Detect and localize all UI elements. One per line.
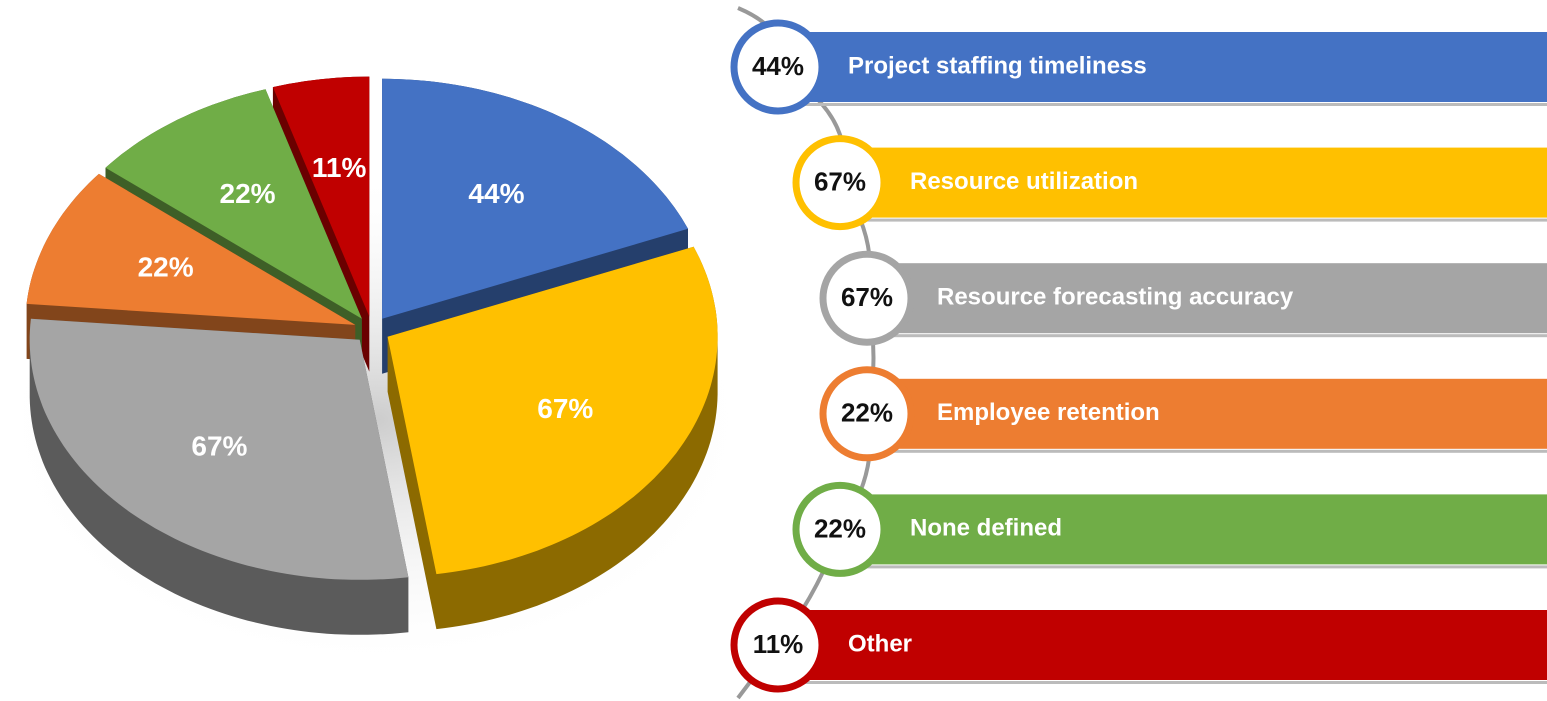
legend-value: 22% xyxy=(841,398,893,428)
pie: 44% 67% 67% 22% 22% 11% xyxy=(26,76,718,635)
legend-circle xyxy=(730,19,826,115)
legend-value: 11% xyxy=(753,629,804,659)
legend-bar xyxy=(867,378,1547,449)
legend-value: 67% xyxy=(814,166,866,196)
bar-shadow xyxy=(867,449,1547,453)
legend-bar xyxy=(778,610,1547,680)
legend-value: 22% xyxy=(814,513,866,543)
slice-label: 22% xyxy=(138,252,194,283)
slice-label: 22% xyxy=(220,178,276,209)
legend-label: Other xyxy=(848,630,912,657)
bar-shadow xyxy=(840,565,1547,569)
legend-label: Project staffing timeliness xyxy=(848,52,1147,79)
slice-label: 67% xyxy=(537,393,593,424)
legend-value: 67% xyxy=(841,282,893,312)
slice-label: 67% xyxy=(191,431,247,462)
bar-shadow xyxy=(840,218,1547,222)
legend-label: Resource utilization xyxy=(910,168,1138,195)
slice-label: 11% xyxy=(312,152,367,183)
legend-label: Resource forecasting accuracy xyxy=(937,284,1294,311)
legend-label: Employee retention xyxy=(937,399,1160,426)
legend-bar xyxy=(778,32,1547,102)
legend-list: 44% Project staffing timeliness 67% Resourc… xyxy=(730,19,1547,693)
legend-circle xyxy=(792,481,888,577)
legend-circle xyxy=(730,597,826,693)
slice xyxy=(272,76,370,317)
slice xyxy=(29,318,409,580)
slice xyxy=(382,78,688,319)
legend-value: 44% xyxy=(752,51,804,81)
slice-label: 44% xyxy=(468,178,524,209)
legend-bar xyxy=(840,494,1547,565)
connector-line xyxy=(736,6,876,700)
slice xyxy=(387,246,718,575)
legend-circle xyxy=(819,250,915,346)
legend-bar xyxy=(867,263,1547,334)
legend-label: None defined xyxy=(910,515,1062,542)
slice xyxy=(105,89,362,319)
legend-circle xyxy=(819,366,915,462)
bar-shadow xyxy=(778,103,1547,106)
slice xyxy=(26,173,356,325)
bar-shadow xyxy=(778,681,1547,684)
legend-bar xyxy=(840,147,1547,218)
legend-circle xyxy=(792,135,888,231)
bar-shadow xyxy=(867,334,1547,338)
